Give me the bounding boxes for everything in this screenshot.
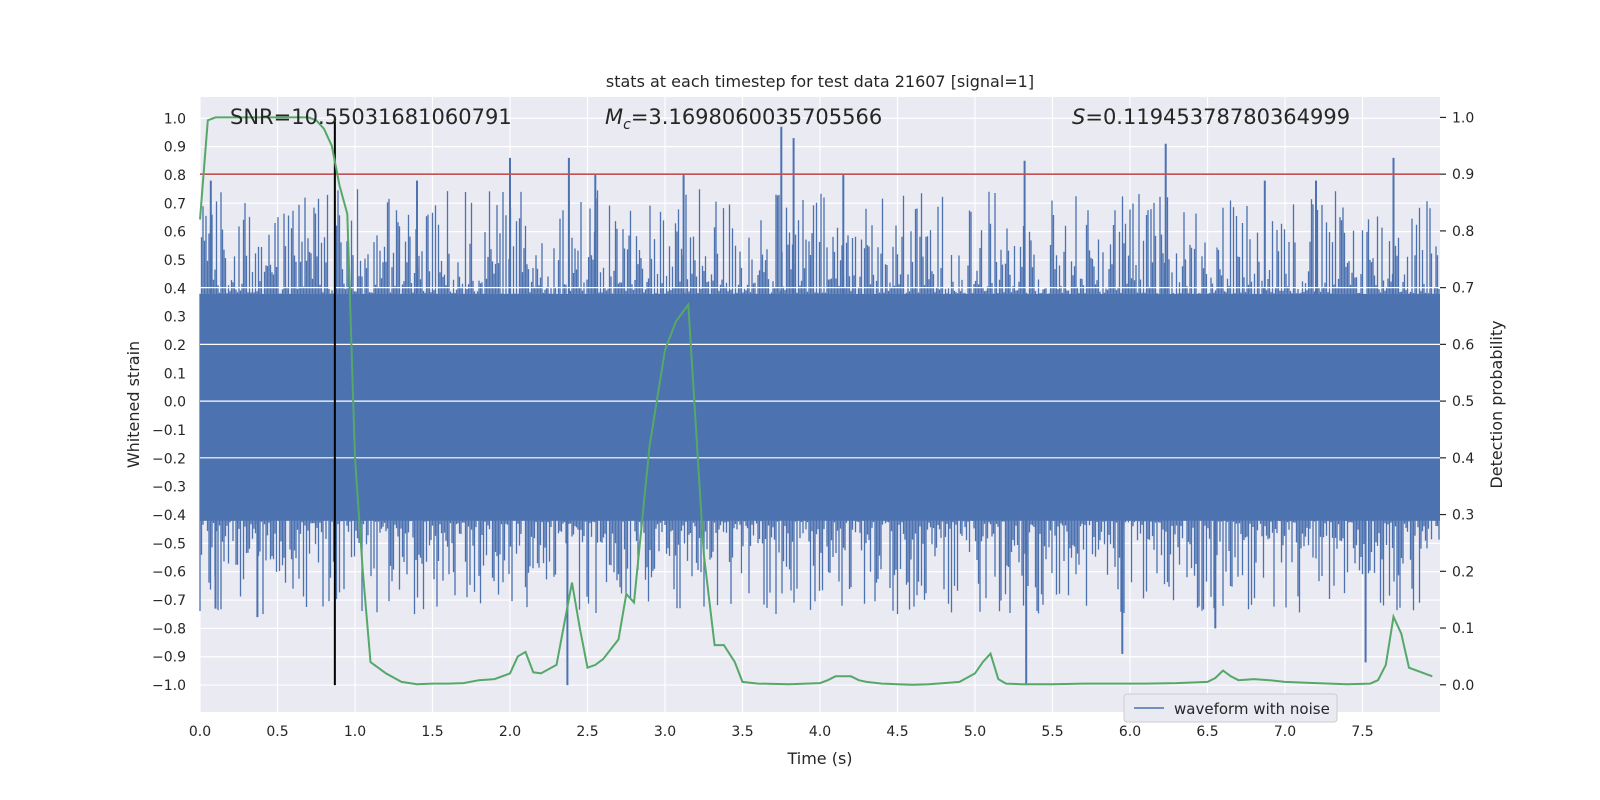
y-tick-label: −0.5 [152, 536, 186, 552]
mc-value: =3.1698060035705566 [631, 105, 882, 129]
x-tick-label: 1.5 [421, 724, 443, 740]
chart-title: stats at each timestep for test data 216… [606, 72, 1034, 91]
x-tick-label: 7.5 [1351, 724, 1373, 740]
snr-annotation: SNR=10.55031681060791 [230, 105, 512, 129]
x-tick-label: 3.0 [654, 724, 676, 740]
s-symbol: S [1072, 105, 1085, 129]
legend-label: waveform with noise [1174, 700, 1330, 718]
y-tick-label: 0.1 [164, 366, 186, 382]
x-axis-ticks: 0.0 0.5 1.0 1.5 2.0 2.5 3.0 3.5 4.0 4.5 5.0 5.5 6.0 6… [189, 724, 1374, 740]
y2-tick-label: 0.5 [1452, 394, 1474, 410]
y2-tick-label: 0.8 [1452, 224, 1474, 240]
chirp-mass-annotation: Mc=3.1698060035705566 [605, 105, 882, 133]
legend: waveform with noise [1123, 693, 1338, 723]
y-tick-label: 0.5 [164, 253, 186, 269]
y2-tick-label: 0.0 [1452, 678, 1474, 694]
y-tick-label: 0.2 [164, 338, 186, 354]
y-tick-label: −1.0 [152, 678, 186, 694]
y2-tick-label: 0.7 [1452, 281, 1474, 297]
y2-tick-label: 0.4 [1452, 451, 1474, 467]
x-tick-label: 7.0 [1274, 724, 1296, 740]
s-value: =0.11945378780364999 [1085, 105, 1350, 129]
x-axis-label: Time (s) [786, 749, 852, 768]
y-axis-ticks: −1.0 −0.9 −0.8 −0.7 −0.6 −0.5 −0.4 −0.3 −0.2 −0.1… [152, 111, 186, 694]
y2-tick-label: 0.1 [1452, 621, 1474, 637]
x-tick-label: 2.0 [499, 724, 521, 740]
y2-tick-label: 1.0 [1452, 110, 1474, 126]
y-tick-label: −0.3 [152, 480, 186, 496]
y2-axis-label: Detection probability [1487, 320, 1506, 488]
y2-axis-ticks: 0.0 0.1 0.2 0.3 0.4 0.5 0.6 0.7 0.8 0.9 1.0 [1440, 110, 1474, 694]
mc-subscript: c [623, 117, 631, 133]
y-tick-label: −0.7 [152, 593, 186, 609]
y-tick-label: −0.1 [152, 423, 186, 439]
x-tick-label: 3.5 [731, 724, 753, 740]
y-tick-label: 0.0 [164, 395, 186, 411]
x-tick-label: 6.5 [1196, 724, 1218, 740]
x-tick-label: 6.0 [1119, 724, 1141, 740]
y-tick-label: −0.2 [152, 451, 186, 467]
x-tick-label: 4.5 [886, 724, 908, 740]
y-tick-label: −0.4 [152, 508, 186, 524]
waveform-with-noise-series [199, 126, 1440, 686]
y-tick-label: −0.9 [152, 650, 186, 666]
y-tick-label: 0.4 [164, 281, 186, 297]
x-tick-label: 1.0 [344, 724, 366, 740]
y-tick-label: 0.3 [164, 310, 186, 326]
legend-box [1123, 693, 1338, 723]
x-tick-label: 5.0 [964, 724, 986, 740]
x-tick-label: 5.5 [1041, 724, 1063, 740]
overlay-lines [199, 116, 1440, 686]
x-tick-label: 4.0 [809, 724, 831, 740]
y-tick-label: 0.9 [164, 140, 186, 156]
spin-annotation: S=0.11945378780364999 [1072, 105, 1350, 129]
y-tick-label: 0.7 [164, 196, 186, 212]
y-axis-label: Whitened strain [124, 341, 143, 468]
x-tick-label: 0.0 [189, 724, 211, 740]
x-tick-label: 0.5 [266, 724, 288, 740]
waveform-noise-trace [199, 189, 1440, 615]
x-tick-label: 2.5 [576, 724, 598, 740]
y2-tick-label: 0.6 [1452, 337, 1474, 353]
y2-tick-label: 0.3 [1452, 508, 1474, 524]
waveform-peak-spikes [209, 126, 1395, 686]
y2-tick-label: 0.2 [1452, 564, 1474, 580]
detection-probability-line [199, 116, 1433, 686]
mc-symbol: M [605, 105, 623, 129]
y-tick-label: 0.6 [164, 225, 186, 241]
y-tick-label: 1.0 [164, 111, 186, 127]
y2-tick-label: 0.9 [1452, 167, 1474, 183]
y-tick-label: −0.8 [152, 621, 186, 637]
y-tick-label: 0.8 [164, 168, 186, 184]
y-tick-label: −0.6 [152, 565, 186, 581]
